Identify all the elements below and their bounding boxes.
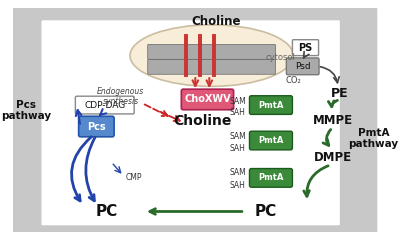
Text: PS: PS <box>298 43 313 53</box>
FancyBboxPatch shape <box>250 96 292 114</box>
Text: CMP: CMP <box>125 173 142 182</box>
FancyBboxPatch shape <box>292 40 318 56</box>
Text: PC: PC <box>96 204 118 219</box>
Text: MMPE: MMPE <box>312 114 353 126</box>
Text: PE: PE <box>331 87 349 100</box>
Text: Pcs: Pcs <box>87 121 106 132</box>
FancyBboxPatch shape <box>79 116 114 137</box>
FancyBboxPatch shape <box>75 96 134 114</box>
FancyBboxPatch shape <box>181 89 234 110</box>
Text: SAH: SAH <box>230 181 246 190</box>
Text: ChoXWV: ChoXWV <box>184 95 231 104</box>
Text: Psd: Psd <box>295 62 310 71</box>
FancyBboxPatch shape <box>250 131 292 150</box>
Text: Choline: Choline <box>174 114 232 128</box>
Text: Endogenous
synthesis: Endogenous synthesis <box>97 87 144 106</box>
Text: PmtA: PmtA <box>258 173 284 182</box>
Ellipse shape <box>130 25 293 86</box>
FancyBboxPatch shape <box>250 168 292 187</box>
Text: PmtA
pathway: PmtA pathway <box>348 128 399 150</box>
Text: SAH: SAH <box>230 144 246 152</box>
Text: SAH: SAH <box>230 108 246 117</box>
Text: cytosol: cytosol <box>265 53 295 62</box>
Text: PmtA: PmtA <box>258 136 284 145</box>
Text: DMPE: DMPE <box>314 151 352 164</box>
Text: Choline: Choline <box>192 15 241 28</box>
Text: SAM: SAM <box>230 168 247 177</box>
FancyBboxPatch shape <box>148 59 276 74</box>
Text: SAM: SAM <box>230 132 247 141</box>
Text: PC: PC <box>254 204 276 219</box>
Text: Pcs
pathway: Pcs pathway <box>1 100 52 121</box>
FancyBboxPatch shape <box>148 44 276 59</box>
Text: PmtA: PmtA <box>258 101 284 110</box>
FancyBboxPatch shape <box>286 58 319 75</box>
Text: CDP-DAG: CDP-DAG <box>84 101 125 110</box>
Text: SAM: SAM <box>230 97 247 106</box>
Text: CO₂: CO₂ <box>286 76 302 85</box>
